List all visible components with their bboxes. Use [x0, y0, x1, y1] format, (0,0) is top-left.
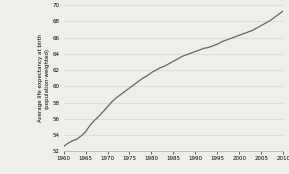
- Y-axis label: Average life expectancy at birth
(population-weighted): Average life expectancy at birth (popula…: [38, 34, 50, 122]
